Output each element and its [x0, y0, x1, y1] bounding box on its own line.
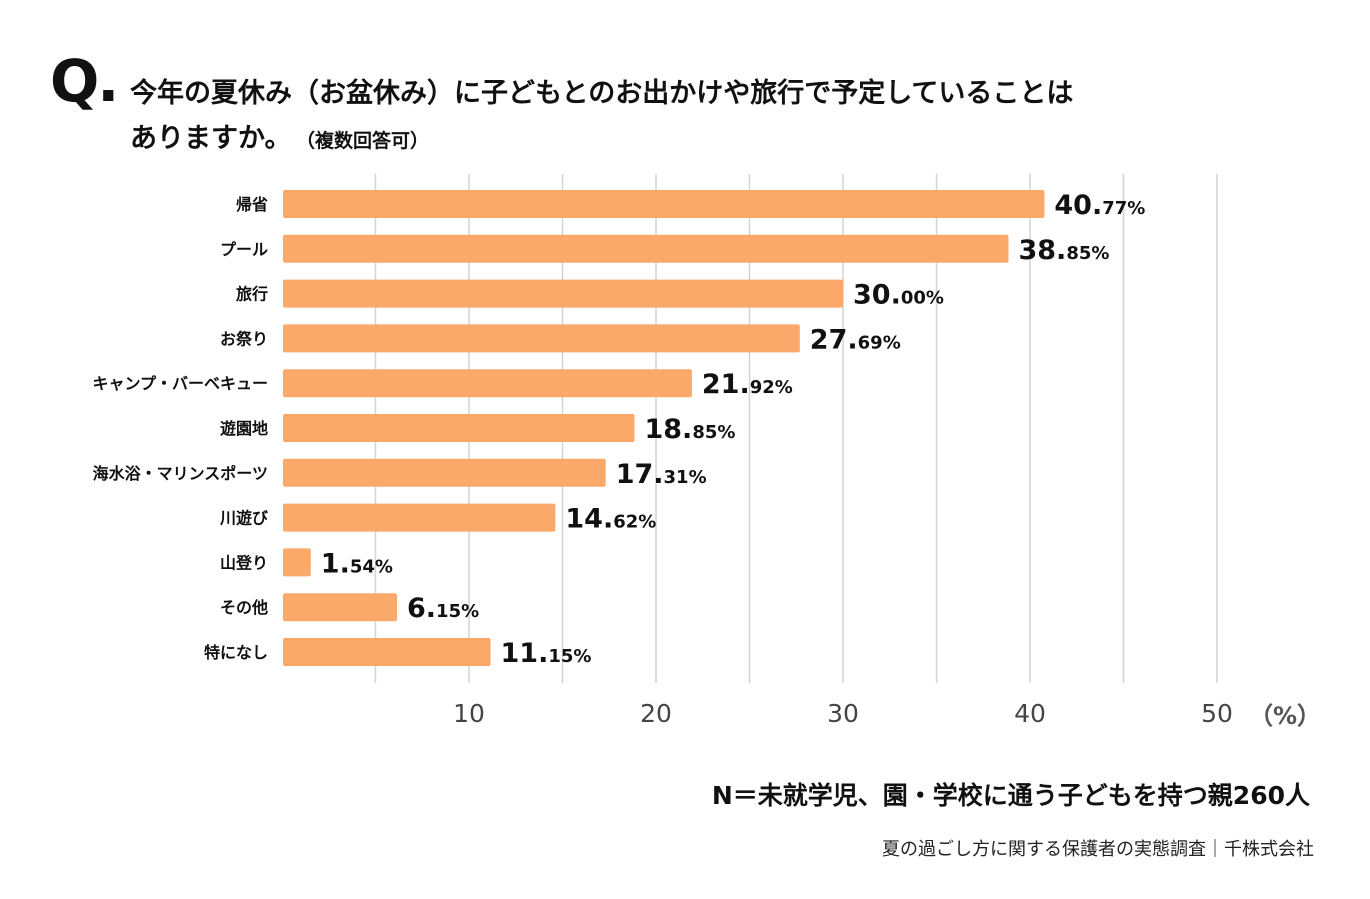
- category-label: その他: [220, 598, 268, 617]
- value-label: 17.31%: [616, 459, 707, 490]
- bar: [283, 638, 491, 666]
- category-label: 山登り: [220, 553, 268, 572]
- category-label: 帰省: [236, 195, 268, 214]
- category-label: 海水浴・マリンスポーツ: [93, 464, 268, 483]
- category-label: プール: [220, 240, 268, 259]
- bar: [283, 190, 1045, 218]
- value-label: 1.54%: [321, 548, 393, 579]
- category-label: 旅行: [236, 285, 268, 304]
- x-tick-label: 20: [640, 699, 672, 728]
- bar: [283, 324, 800, 353]
- value-label: 6.15%: [407, 593, 479, 624]
- value-label: 40.77%: [1054, 190, 1145, 221]
- value-label: 38.85%: [1018, 235, 1109, 266]
- x-tick-label: 50: [1201, 699, 1233, 728]
- value-label: 21.92%: [702, 369, 793, 400]
- x-tick-label: 10: [453, 699, 485, 728]
- category-label: 遊園地: [220, 419, 268, 438]
- question-text-line2-main: ありますか。: [130, 123, 292, 154]
- question-text-line2: ありますか。 （複数回答可）: [130, 125, 429, 152]
- bar: [283, 414, 635, 442]
- bar: [283, 279, 843, 308]
- bar: [283, 593, 398, 622]
- value-label: 18.85%: [644, 414, 735, 445]
- category-label: お祭り: [220, 329, 268, 348]
- bar-chart: 10 20 30 40 50 （%） 帰省 40.77% プール 38.85% 旅行 30.00% お祭…: [92, 174, 1321, 730]
- value-label: 30.00%: [853, 280, 944, 311]
- source-note: 夏の過ごし方に関する保護者の実態調査｜千株式会社: [882, 839, 1314, 860]
- category-label: 特になし: [204, 643, 268, 662]
- bar: [283, 548, 311, 577]
- x-axis-label: （%）: [1249, 702, 1321, 730]
- bar: [283, 503, 556, 532]
- question-mark: Q.: [50, 47, 119, 115]
- value-label: 27.69%: [810, 324, 901, 355]
- bar: [283, 369, 692, 398]
- category-label: 川遊び: [219, 509, 269, 528]
- question-subnote: （複数回答可）: [305, 130, 429, 152]
- bar: [283, 234, 1009, 263]
- category-label: キャンプ・バーベキュー: [92, 374, 268, 393]
- x-tick-label: 40: [1014, 699, 1046, 728]
- value-label: 14.62%: [565, 504, 656, 535]
- value-label: 11.15%: [501, 638, 592, 669]
- bar: [283, 458, 606, 487]
- question-text-line1: 今年の夏休み（お盆休み）に子どもとのお出かけや旅行で予定していることは: [130, 78, 1074, 109]
- x-tick-label: 30: [827, 699, 859, 728]
- sample-size-note: N＝未就学児、園・学校に通う子どもを持つ親260人: [711, 781, 1310, 810]
